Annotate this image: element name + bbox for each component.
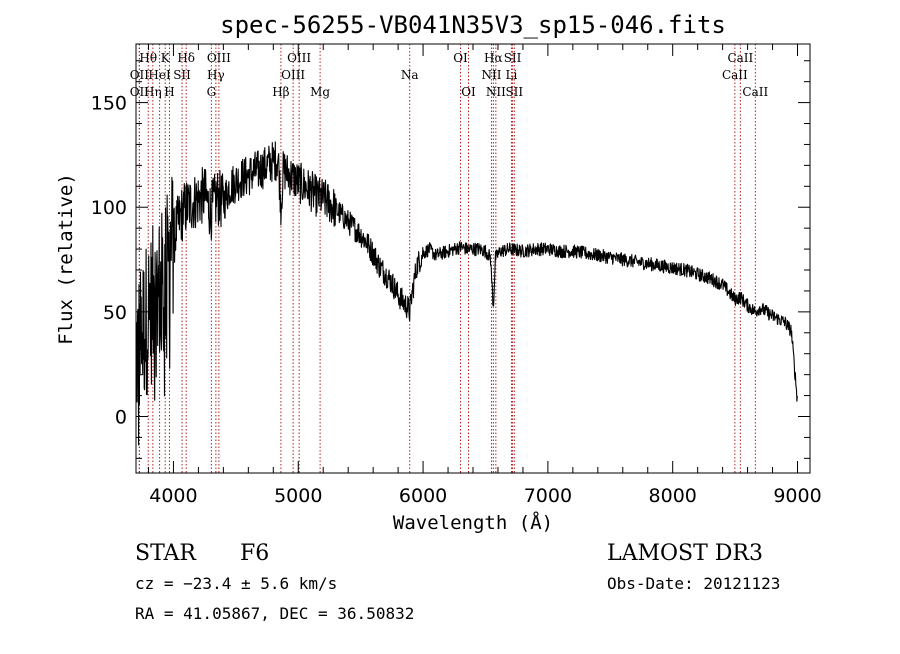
spectral-line-label: H xyxy=(164,85,174,99)
y-tick-label: 50 xyxy=(103,302,127,324)
x-tick-label: 9000 xyxy=(773,485,821,507)
spectral-line-label: K xyxy=(161,51,171,65)
observation-date: Obs-Date: 20121123 xyxy=(607,574,780,593)
y-axis-ticks: 0 50 100 150 xyxy=(91,60,810,459)
spectral-line-label: Mg xyxy=(310,85,330,99)
y-tick-label: 100 xyxy=(91,197,127,219)
spectral-line-label: G xyxy=(207,85,217,99)
spectral-line-label: Hγ xyxy=(207,68,225,82)
spectral-line-label: HeI xyxy=(148,68,171,82)
x-tick-label: 5000 xyxy=(274,485,322,507)
spectral-line-label: NII xyxy=(481,68,501,82)
spectral-line-label: Hα xyxy=(484,51,503,65)
y-tick-label: 0 xyxy=(115,406,127,428)
spectral-line-label: Hδ xyxy=(177,51,195,65)
spectral-line-label: OIII xyxy=(287,51,311,65)
spectral-line-label: SII xyxy=(173,68,191,82)
y-axis-label: Flux (relative) xyxy=(55,173,77,345)
y-tick-label: 150 xyxy=(91,93,127,115)
redshift-value: cz = −23.4 ± 5.6 km/s xyxy=(135,574,337,593)
spectral-line-label: SII xyxy=(505,85,523,99)
spectral-line-label: Hη xyxy=(144,85,162,99)
spectral-line-label: OII xyxy=(130,68,150,82)
spectral-line-label: OII xyxy=(130,85,150,99)
spectral-line-label: Na xyxy=(401,68,419,82)
spectral-line-label: OI xyxy=(461,85,476,99)
x-axis-label: Wavelength (Å) xyxy=(393,511,553,534)
spectral-line-markers xyxy=(138,44,756,473)
spectral-line-label: OIII xyxy=(281,68,305,82)
spectral-line-label: OIII xyxy=(207,51,231,65)
spectrum-flux-line xyxy=(135,141,798,446)
x-tick-label: 8000 xyxy=(649,485,697,507)
survey-name: LAMOST DR3 xyxy=(607,541,763,566)
x-tick-label: 4000 xyxy=(149,485,197,507)
x-axis-ticks: 4000 5000 6000 7000 8000 9000 xyxy=(147,44,822,507)
spectral-line-label: OI xyxy=(453,51,468,65)
spectral-line-label: SII xyxy=(504,51,522,65)
spectral-line-label: Hθ xyxy=(139,51,157,65)
plot-frame xyxy=(135,43,811,474)
spectral-line-label: Li xyxy=(506,68,518,82)
coordinates: RA = 41.05867, DEC = 36.50832 xyxy=(135,604,414,623)
spectral-line-label: CaII xyxy=(722,68,748,82)
spectral-line-label: NII xyxy=(486,85,506,99)
object-class: STAR xyxy=(135,541,197,566)
spectral-line-label: Hβ xyxy=(272,85,289,99)
x-tick-label: 6000 xyxy=(399,485,447,507)
object-subclass: F6 xyxy=(240,541,269,566)
x-tick-label: 7000 xyxy=(524,485,572,507)
spectral-line-label: CaII xyxy=(727,51,753,65)
spectral-line-label: CaII xyxy=(742,85,768,99)
chart-title: spec-56255-VB041N35V3_sp15-046.fits xyxy=(220,11,726,39)
